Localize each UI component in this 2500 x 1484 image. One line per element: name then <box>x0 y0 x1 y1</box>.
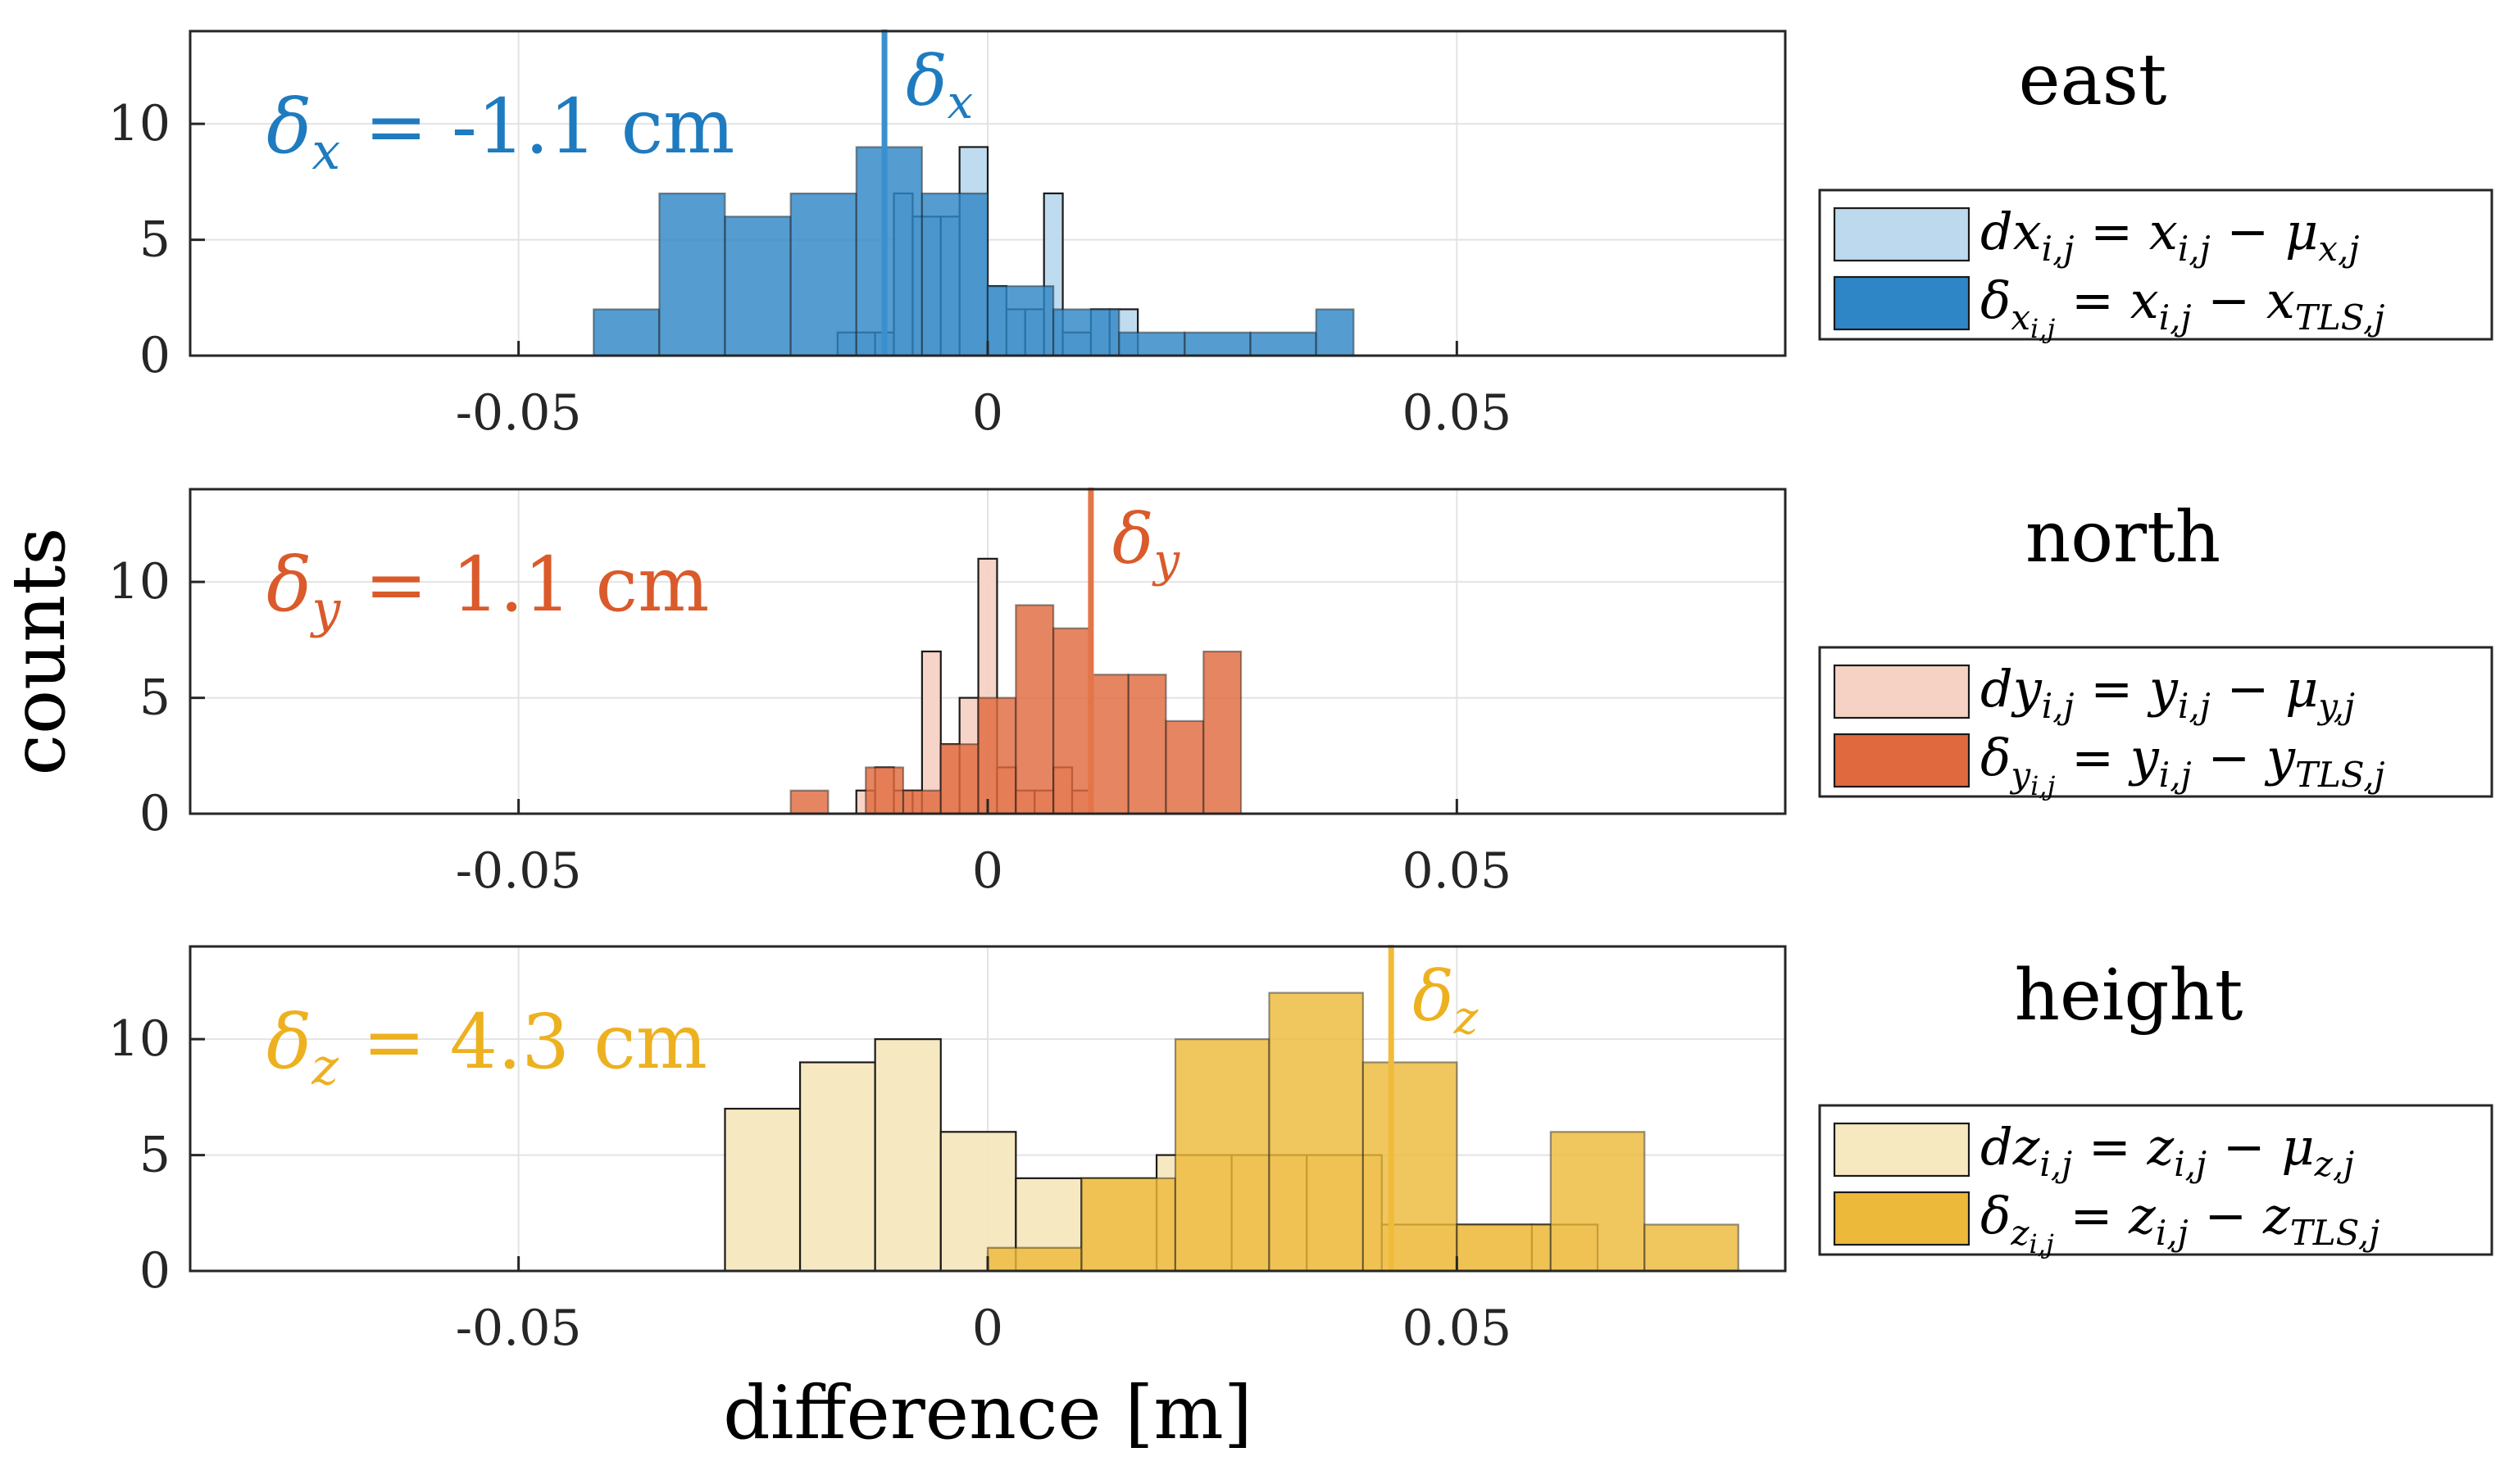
histogram-bar-dark <box>986 1246 1083 1273</box>
legend-swatch-light <box>1833 206 1970 262</box>
x-tick-label: -0.05 <box>456 842 582 900</box>
histogram-bar-light <box>920 650 942 815</box>
legend-swatch-dark <box>1833 275 1970 331</box>
legend-entry-text: dxi,j = xi,j − μx,j <box>1980 202 2359 269</box>
histogram-bar-dark <box>902 789 942 815</box>
x-tick-label: 0.05 <box>1402 1300 1512 1357</box>
histogram-bar-dark <box>1643 1223 1739 1273</box>
annotation-label: δx = -1.1 cm <box>266 83 734 181</box>
histogram-bar-dark <box>1052 308 1120 357</box>
x-tick-label: -0.05 <box>456 384 582 442</box>
histogram-bar-dark <box>920 192 989 357</box>
legend-swatch-light <box>1833 1122 1970 1178</box>
histogram-bar-dark <box>1202 650 1243 815</box>
histogram-bar-dark <box>658 192 726 357</box>
histogram-bar-dark <box>855 146 923 357</box>
panel-north: δy -0.05 0 0.05 0 5 10 δy = 1.1 cm north dyi,j = … <box>108 488 2493 900</box>
panel-title: height <box>2015 955 2243 1037</box>
legend-swatch-dark <box>1833 733 1970 788</box>
histogram-bar-dark <box>593 308 661 357</box>
x-axis-label: difference [m] <box>723 1370 1252 1456</box>
histogram-bar-dark <box>789 789 830 815</box>
y-tick-label: 10 <box>108 95 170 152</box>
histogram-bar-light <box>724 1107 802 1273</box>
histogram-bar-dark <box>1249 331 1317 357</box>
mean-line-label: δx <box>906 41 973 129</box>
histogram-bar-dark <box>1456 1223 1552 1273</box>
histogram-bar-dark <box>1089 674 1130 815</box>
panel-east: δx -0.05 0 0.05 0 5 10 δx = -1.1 cm east dxi,j = … <box>108 29 2493 442</box>
y-tick-label: 0 <box>139 1242 170 1300</box>
histogram-bar-dark <box>1268 992 1364 1273</box>
legend-entry-text: dyi,j = yi,j − μy,j <box>1980 659 2355 726</box>
histogram-bar-dark <box>865 766 905 815</box>
x-tick-label: 0 <box>972 384 1003 442</box>
panel-title: north <box>2025 497 2220 579</box>
histogram-bar-dark <box>1118 331 1186 357</box>
legend-swatch-dark <box>1833 1191 1970 1246</box>
y-tick-label: 5 <box>139 669 170 727</box>
mean-line-label: δz <box>1412 956 1479 1045</box>
mean-line-label: δy <box>1112 499 1181 588</box>
y-tick-label: 5 <box>139 1127 170 1184</box>
histogram-bar-dark <box>1080 1177 1177 1273</box>
histogram-bar-dark <box>939 743 980 815</box>
x-tick-label: -0.05 <box>456 1300 582 1357</box>
y-tick-label: 10 <box>108 553 170 610</box>
annotation-label: δy = 1.1 cm <box>266 541 709 639</box>
histogram-bar-dark <box>1127 674 1167 815</box>
y-tick-label: 5 <box>139 211 170 269</box>
legend-swatch-light <box>1833 664 1970 719</box>
histogram-bar-dark <box>1052 627 1093 815</box>
histogram-bar-light <box>939 1131 1017 1273</box>
histogram-bar-dark <box>724 216 792 357</box>
legend-entry-text: δxi,j = xi,j − xTLS,j <box>1980 270 2384 344</box>
legend-entry-text: δzi,j = zi,j − zTLS,j <box>1980 1186 2380 1259</box>
histogram-bar-dark <box>1174 1038 1270 1273</box>
histogram-bar-light <box>874 1038 942 1273</box>
y-tick-label: 0 <box>139 327 170 384</box>
panel-height: δz -0.05 0 0.05 0 5 10 δz = 4.3 cm height dzi,j =… <box>108 945 2493 1357</box>
histogram-bar-dark <box>1315 308 1355 357</box>
y-axis-label: counts <box>0 528 82 776</box>
annotation-label: δz = 4.3 cm <box>266 998 707 1096</box>
histogram-bar-dark <box>1165 719 1205 815</box>
histogram-bar-dark <box>1361 1061 1458 1273</box>
histogram-bar-light <box>798 1061 876 1273</box>
x-tick-label: 0.05 <box>1402 842 1512 900</box>
x-tick-label: 0 <box>972 1300 1003 1357</box>
histogram-bar-dark <box>1549 1131 1646 1273</box>
x-tick-label: 0.05 <box>1402 384 1512 442</box>
x-tick-label: 0 <box>972 842 1003 900</box>
histogram-bar-dark <box>789 192 857 357</box>
y-tick-label: 0 <box>139 785 170 842</box>
histogram-bar-dark <box>977 697 1017 815</box>
histogram-bar-dark <box>1184 331 1252 357</box>
histogram-bar-dark <box>1015 604 1055 815</box>
histogram-bar-dark <box>986 285 1055 357</box>
legend-entry-text: dzi,j = zi,j − μz,j <box>1980 1117 2354 1184</box>
panel-title: east <box>2019 39 2167 121</box>
legend-entry-text: δyi,j = yi,j − yTLS,j <box>1980 728 2385 801</box>
y-tick-label: 10 <box>108 1010 170 1068</box>
